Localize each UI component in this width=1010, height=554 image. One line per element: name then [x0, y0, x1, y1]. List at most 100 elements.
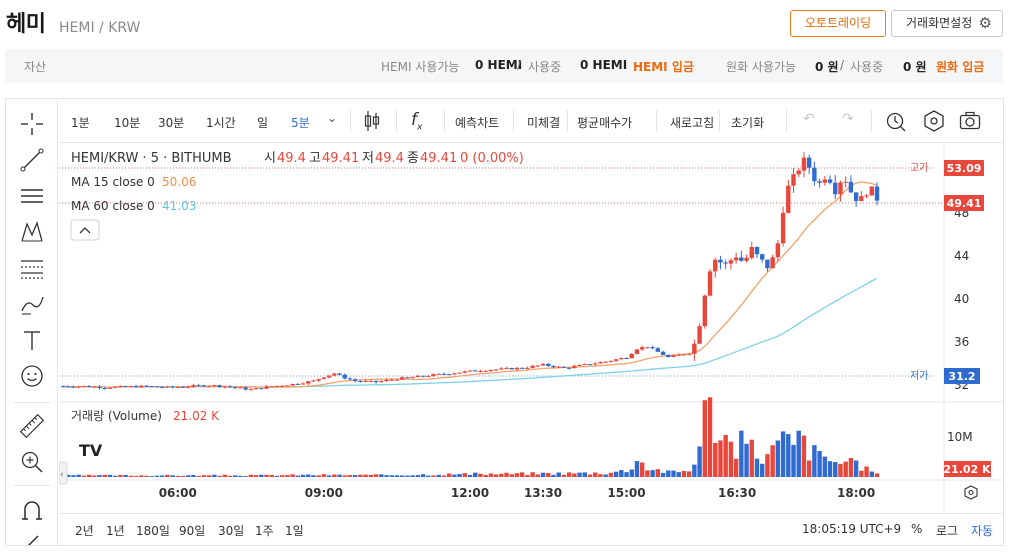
volume-bar: [561, 474, 567, 477]
volume-bar: [796, 430, 801, 477]
candle-body: [467, 370, 473, 372]
volume-bar: [572, 473, 577, 477]
forecast-chart-button[interactable]: 예측차트: [455, 116, 500, 130]
candle-body: [744, 257, 749, 261]
pencil-icon[interactable]: [19, 529, 45, 545]
undo-icon[interactable]: ↶: [803, 111, 815, 127]
volume-bar: [546, 473, 551, 477]
volume-bar: [639, 462, 645, 477]
alert-clock-icon[interactable]: [885, 110, 907, 135]
interval-day[interactable]: 일: [257, 116, 269, 130]
chevron-down-icon[interactable]: ⌄: [327, 111, 338, 125]
candle-body: [671, 355, 676, 358]
ruler-icon[interactable]: [19, 413, 45, 439]
ma15-line: [62, 181, 878, 388]
pattern-icon[interactable]: [19, 219, 45, 245]
avg-buy-price-button[interactable]: 평균매수가: [577, 116, 633, 130]
candle-body: [666, 354, 671, 358]
auto-toggle[interactable]: 자동: [971, 524, 994, 538]
candle-body: [415, 375, 421, 378]
candle-body: [572, 365, 577, 368]
log-toggle[interactable]: 로그: [936, 524, 959, 538]
crosshair-icon[interactable]: [19, 111, 45, 137]
interval-1m[interactable]: 1분: [71, 116, 90, 130]
redo-icon[interactable]: ↷: [842, 111, 854, 127]
percent-toggle[interactable]: %: [911, 522, 923, 536]
volume-bar: [311, 475, 316, 477]
zoom-in-icon[interactable]: [19, 449, 45, 475]
trend-line-icon[interactable]: [19, 147, 45, 173]
krw-deposit-link[interactable]: 원화 입금: [936, 60, 985, 74]
hemi-available-value: 0 HEMI: [475, 58, 523, 72]
range-1y[interactable]: 1년: [106, 524, 125, 538]
reset-button[interactable]: 초기화: [731, 116, 765, 130]
candle-body: [86, 386, 92, 388]
candle-body: [812, 167, 817, 182]
horizontal-lines-icon[interactable]: [19, 183, 45, 209]
volume-bar: [645, 470, 650, 477]
fib-icon[interactable]: [19, 255, 45, 281]
volume-bar: [394, 475, 400, 477]
range-2y[interactable]: 2년: [75, 524, 94, 538]
interval-1h[interactable]: 1시간: [206, 116, 236, 130]
candle-body: [248, 389, 254, 391]
volume-bar: [728, 441, 734, 477]
candle-body: [379, 381, 384, 383]
magnet-icon[interactable]: [19, 497, 45, 523]
volume-bar: [222, 474, 227, 477]
candle-type-icon[interactable]: [363, 110, 381, 135]
candle-body: [493, 369, 499, 371]
candle-body: [384, 379, 389, 382]
refresh-button[interactable]: 새로고침: [670, 116, 715, 130]
interval-30m[interactable]: 30분: [158, 116, 185, 130]
volume-bar: [749, 439, 754, 477]
range-180d[interactable]: 180일: [136, 524, 170, 538]
volume-bar: [415, 475, 421, 477]
volume-bar: [504, 472, 509, 477]
candle-body: [478, 370, 483, 372]
axis-settings-icon[interactable]: [964, 485, 978, 500]
interval-10m[interactable]: 10분: [114, 116, 141, 130]
price-chart[interactable]: HEMI/KRW · 5 · BITHUMB 시 49.4 고 49.41 저 …: [58, 144, 1003, 545]
volume-bar: [650, 470, 655, 477]
range-90d[interactable]: 90일: [179, 524, 206, 538]
candle-body: [650, 347, 655, 349]
candle-body: [629, 353, 634, 359]
hemi-deposit-link[interactable]: HEMI 입금: [633, 60, 694, 74]
candle-body: [170, 386, 175, 388]
volume-bar: [170, 475, 175, 477]
volume-bar: [76, 474, 81, 477]
volume-bar: [697, 446, 702, 477]
screen-settings-button[interactable]: 거래화면설정 ⚙: [891, 10, 1003, 37]
range-1d[interactable]: 1일: [285, 524, 304, 538]
open-orders-button[interactable]: 미체결: [527, 116, 561, 130]
candle-body: [838, 182, 843, 195]
candle-body: [593, 363, 598, 365]
candle-body: [373, 380, 379, 383]
collapse-legend-button[interactable]: [70, 219, 100, 241]
candle-body: [775, 243, 781, 258]
price-tick-label: 44: [954, 249, 969, 263]
indicator-fx-icon[interactable]: fx: [411, 110, 423, 133]
range-30d[interactable]: 30일: [218, 524, 245, 538]
candle-body: [514, 367, 520, 370]
interval-5m-active[interactable]: 5분: [291, 116, 310, 130]
range-1w[interactable]: 1주: [255, 524, 274, 538]
emoji-icon[interactable]: [19, 363, 45, 389]
settings-hexagon-icon[interactable]: [923, 110, 945, 135]
candle-body: [530, 365, 535, 368]
text-icon[interactable]: [19, 327, 45, 353]
volume-bar: [869, 471, 874, 477]
collapse-left-arrow-icon[interactable]: ‹: [58, 461, 68, 485]
candle-body: [582, 364, 587, 366]
volume-bar: [707, 397, 713, 477]
brush-icon[interactable]: [19, 291, 45, 317]
camera-icon[interactable]: [959, 111, 981, 134]
candle-body: [259, 388, 264, 390]
auto-trading-button[interactable]: 오토트레이딩: [790, 10, 886, 37]
volume-bar: [702, 400, 708, 477]
low-marker-label: 저가: [910, 370, 928, 382]
volume-bar: [483, 474, 488, 477]
candle-body: [217, 385, 222, 388]
candle-body: [159, 386, 165, 388]
